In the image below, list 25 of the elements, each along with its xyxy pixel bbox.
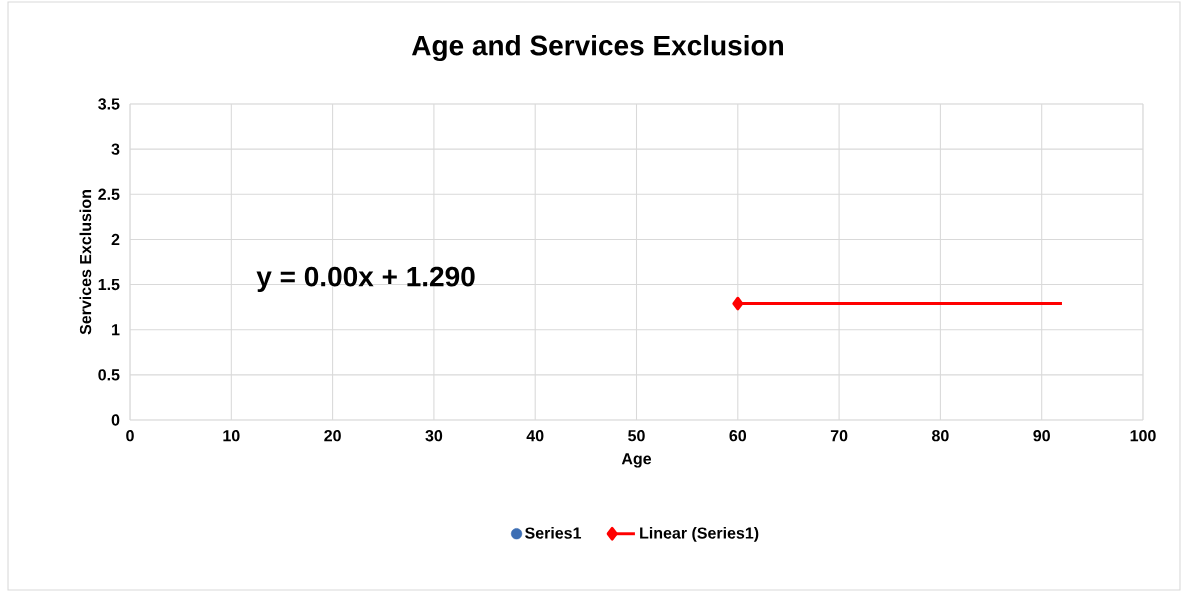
y-tick-label: 1.5	[98, 278, 120, 291]
x-tick-label: 20	[324, 430, 341, 442]
y-tick-label: 3.5	[98, 98, 120, 110]
y-tick-label: 1	[112, 324, 120, 336]
legend-label: Series1	[525, 526, 582, 539]
x-tick-label: 50	[628, 430, 645, 442]
x-tick-label: 40	[526, 430, 544, 442]
chart-title: Age and Services Exclusion	[411, 34, 783, 62]
x-tick-label: 10	[223, 430, 240, 442]
x-tick-label: 100	[1130, 430, 1156, 442]
legend-label: Linear (Series1)	[640, 526, 759, 542]
x-axis-title: Age	[621, 453, 652, 468]
y-tick-label: 0.5	[98, 369, 120, 381]
annotation: y = 0.00x + 1.290	[256, 266, 475, 293]
y-tick-label: 2.5	[98, 188, 120, 200]
x-tick-label: 70	[830, 430, 848, 442]
x-tick-label: 0	[126, 430, 134, 442]
y-tick-label: 3	[111, 143, 120, 155]
y-axis-title: Services Exclusion	[79, 190, 92, 335]
y-tick-label: 2	[111, 233, 120, 246]
x-tick-label: 80	[932, 430, 949, 442]
x-tick-label: 30	[425, 430, 443, 442]
y-tick-label: 0	[111, 414, 120, 426]
x-tick-label: 90	[1033, 430, 1050, 442]
x-tick-label: 60	[729, 430, 747, 442]
